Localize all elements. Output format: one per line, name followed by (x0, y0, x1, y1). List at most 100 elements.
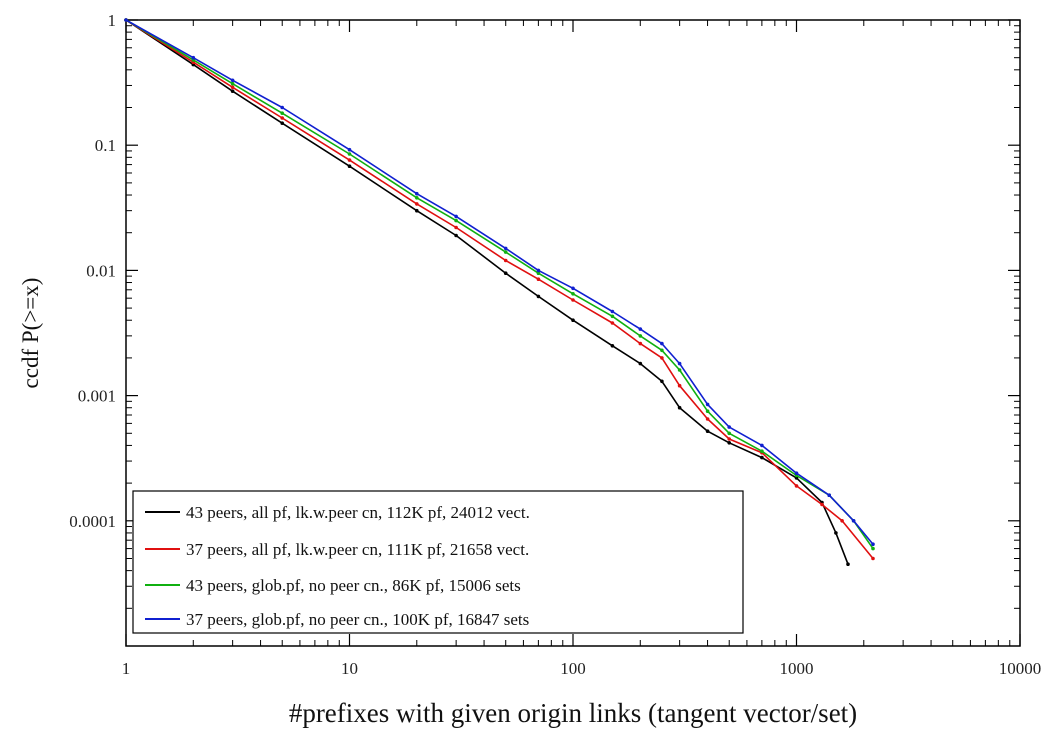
legend-entry: 37 peers, glob.pf, no peer cn., 100K pf,… (145, 610, 529, 629)
data-point (760, 443, 764, 448)
data-point (638, 334, 643, 338)
data-point (347, 164, 352, 168)
data-point (827, 493, 831, 498)
data-point (280, 105, 285, 110)
data-point (415, 202, 419, 206)
data-point (454, 218, 458, 223)
legend-entry: 37 peers, all pf, lk.w.peer cn, 111K pf,… (145, 540, 529, 559)
series-line (125, 19, 874, 545)
data-point (851, 519, 856, 523)
data-point (727, 431, 731, 436)
data-point (454, 233, 458, 238)
legend-label: 37 peers, glob.pf, no peer cn., 100K pf,… (186, 610, 529, 629)
data-point (536, 294, 541, 299)
x-tick-label: 1000 (780, 659, 814, 678)
series-line (125, 19, 849, 565)
x-axis-title: #prefixes with given origin links (tange… (289, 698, 857, 728)
data-point (638, 361, 643, 366)
data-point (571, 318, 575, 323)
data-point (871, 546, 875, 551)
data-point (571, 286, 575, 291)
data-point (794, 471, 799, 476)
y-tick-label: 0.001 (78, 387, 116, 406)
data-point (846, 562, 850, 566)
data-point (727, 425, 731, 429)
data-point (415, 208, 419, 213)
data-point (705, 402, 710, 407)
data-point (705, 429, 710, 434)
data-point (727, 441, 731, 445)
data-point (705, 417, 710, 421)
data-point (230, 78, 235, 83)
data-point (610, 309, 615, 314)
x-tick-label: 10000 (999, 659, 1042, 678)
data-point (638, 327, 643, 331)
data-point (503, 250, 508, 254)
x-tick-label: 1 (122, 659, 131, 678)
data-point (610, 321, 615, 325)
legend: 43 peers, all pf, lk.w.peer cn, 112K pf,… (132, 490, 744, 634)
data-point (834, 531, 838, 535)
data-point (536, 271, 541, 276)
data-point (347, 158, 352, 162)
y-axis-title: ccdf P(>=x) (18, 278, 43, 389)
data-point (280, 116, 285, 120)
series-line (125, 19, 874, 550)
data-point (571, 292, 575, 296)
data-point (347, 147, 352, 152)
data-point (794, 484, 799, 488)
data-point (415, 196, 419, 200)
legend-entry: 43 peers, glob.pf, no peer cn., 86K pf, … (145, 576, 521, 595)
legend-label: 43 peers, glob.pf, no peer cn., 86K pf, … (186, 576, 521, 595)
data-point (503, 258, 508, 263)
data-point (347, 152, 352, 156)
data-point (191, 55, 196, 60)
y-tick-label: 0.01 (86, 261, 116, 280)
data-point (871, 556, 875, 561)
data-point (871, 542, 875, 546)
data-point (536, 268, 541, 273)
data-point (230, 85, 235, 90)
data-point (638, 341, 643, 346)
data-point (677, 405, 682, 410)
legend-label: 37 peers, all pf, lk.w.peer cn, 111K pf,… (186, 540, 529, 559)
legend-entry: 43 peers, all pf, lk.w.peer cn, 112K pf,… (145, 503, 530, 522)
data-point (660, 348, 664, 353)
data-point (727, 437, 731, 441)
data-point (230, 81, 235, 86)
y-tick-label: 0.1 (95, 136, 116, 155)
y-tick-label: 1 (108, 11, 117, 30)
data-point (677, 361, 682, 366)
data-point (571, 298, 575, 302)
data-point (660, 356, 664, 360)
data-point (230, 89, 235, 93)
data-point (705, 409, 710, 414)
data-point (760, 449, 764, 454)
legend-box (132, 490, 744, 634)
data-point (660, 379, 664, 384)
data-point (536, 277, 541, 282)
data-point (840, 519, 844, 523)
data-point (503, 271, 508, 276)
data-point (760, 455, 764, 460)
data-point (503, 246, 508, 251)
data-point (454, 214, 458, 219)
x-tick-label: 10 (341, 659, 358, 678)
data-point (610, 344, 615, 348)
data-point (415, 191, 419, 196)
data-point (677, 368, 682, 372)
data-point (124, 18, 128, 22)
series-layer (124, 18, 875, 566)
x-tick-label: 100 (560, 659, 586, 678)
data-point (660, 341, 664, 346)
data-point (280, 111, 285, 115)
data-point (677, 383, 682, 388)
data-point (610, 314, 615, 319)
axis-ticks: 1 10 100 1000 10000 1 0.1 0.01 0.001 0.0001 (69, 11, 1041, 678)
data-point (820, 502, 824, 507)
data-point (454, 225, 458, 230)
series-line (125, 19, 874, 560)
y-tick-label: 0.0001 (69, 512, 116, 531)
data-point (280, 121, 285, 125)
